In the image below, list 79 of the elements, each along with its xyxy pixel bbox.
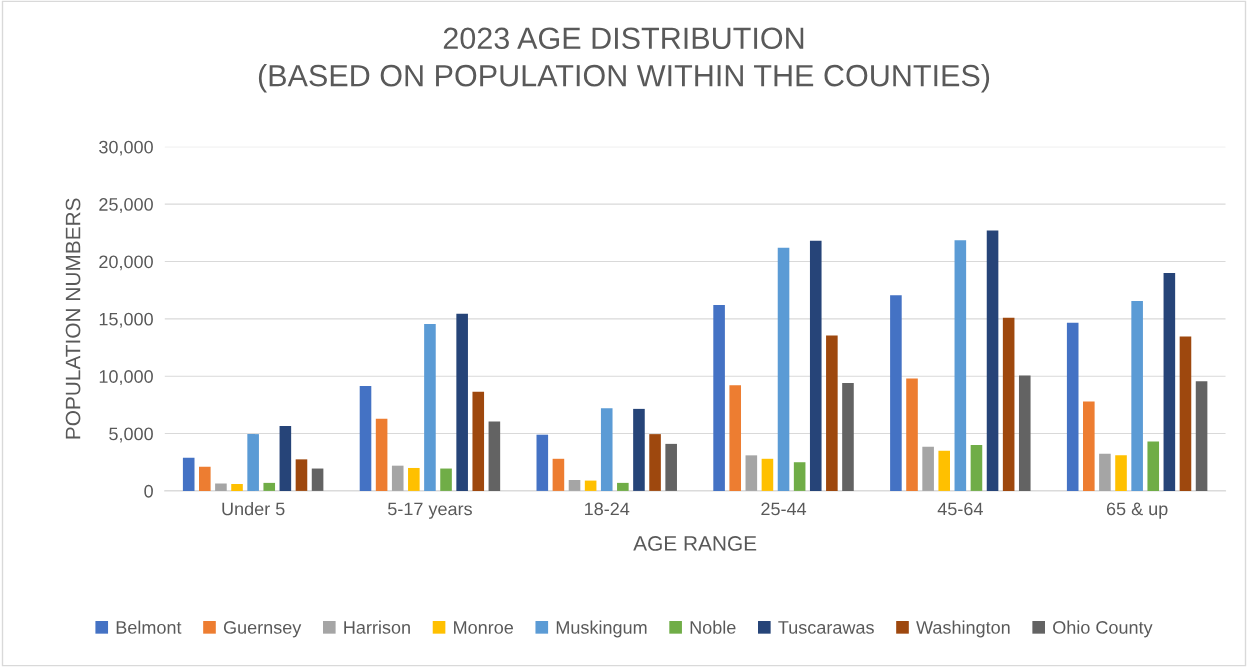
x-tick-label: 25-44 (761, 502, 807, 516)
legend-label: Belmont (116, 620, 182, 634)
bar (375, 418, 388, 491)
bar (842, 383, 854, 491)
bar (408, 467, 420, 491)
y-tick-label: 15,000 (99, 312, 153, 328)
bar (713, 305, 725, 491)
bar (215, 483, 227, 491)
legend-label: Harrison (344, 620, 410, 634)
bar (440, 468, 452, 491)
legend-label: Guernsey (223, 621, 302, 638)
y-tick-label: 20,000 (99, 255, 153, 271)
legend-label: Monroe (454, 621, 513, 634)
x-tick-label: 65 & up (1106, 502, 1168, 519)
bar (1179, 336, 1192, 491)
x-tick-label: 45-64 (937, 502, 983, 516)
bar (970, 445, 983, 491)
bar (793, 462, 806, 491)
bar (938, 450, 951, 491)
bar (279, 426, 292, 491)
y-tick-label: 25,000 (99, 198, 153, 213)
bar (488, 421, 501, 491)
legend-label: Washington (916, 620, 1010, 638)
y-tick-label: 0 (144, 484, 153, 498)
bar (890, 295, 902, 491)
bar (536, 434, 549, 491)
bar (391, 465, 404, 491)
bar (1002, 317, 1015, 491)
bar (199, 466, 211, 491)
y-tick-label: 5,000 (109, 427, 153, 443)
bar (1066, 322, 1079, 491)
bar (1131, 301, 1143, 491)
legend-label: Ohio County (1053, 620, 1153, 638)
bar (295, 459, 308, 491)
bar (986, 230, 999, 491)
bar (424, 323, 436, 491)
bar (809, 240, 822, 491)
bar (182, 457, 195, 491)
bar (1099, 453, 1111, 491)
bar (1115, 455, 1127, 491)
legend-label: Muskingum (556, 620, 647, 638)
y-tick-label: 30,000 (99, 140, 153, 156)
bar (777, 247, 790, 491)
bar (584, 480, 597, 491)
bar (649, 434, 661, 491)
bar (906, 378, 918, 491)
x-tick-label: 5-17 years (388, 502, 472, 519)
bar (1018, 375, 1031, 491)
bar (1083, 401, 1095, 491)
bar (568, 480, 581, 491)
y-tick-label: 10,000 (99, 370, 153, 386)
bar (359, 385, 372, 491)
bar (922, 446, 934, 491)
bar (954, 240, 967, 491)
bar (247, 434, 259, 491)
chart-title: 2023 AGE DISTRIBUTION (BASED ON POPULATION WITHIN THE COUNTIES) (258, 27, 990, 93)
y-axis-title: POPULATION NUMBERS (65, 198, 81, 439)
legend-label: Noble (690, 620, 736, 634)
bar (1147, 441, 1160, 491)
x-tick-label: 18-24 (585, 502, 630, 516)
bar (600, 408, 613, 491)
bar (552, 458, 565, 491)
bar (761, 458, 774, 491)
bar (826, 335, 838, 491)
x-axis-title: AGE RANGE (633, 536, 757, 551)
bar (745, 455, 758, 491)
bar (1195, 381, 1208, 491)
legend-label: Tuscarawas (778, 621, 874, 634)
bar (633, 408, 645, 491)
bar (456, 313, 468, 491)
bar (472, 391, 485, 491)
bar (231, 484, 243, 491)
bar (665, 443, 677, 491)
bar (617, 482, 629, 491)
x-tick-label: Under 5 (222, 502, 285, 516)
bar (1163, 272, 1176, 491)
bar (729, 385, 742, 491)
bar (263, 482, 276, 491)
bar (311, 468, 324, 491)
